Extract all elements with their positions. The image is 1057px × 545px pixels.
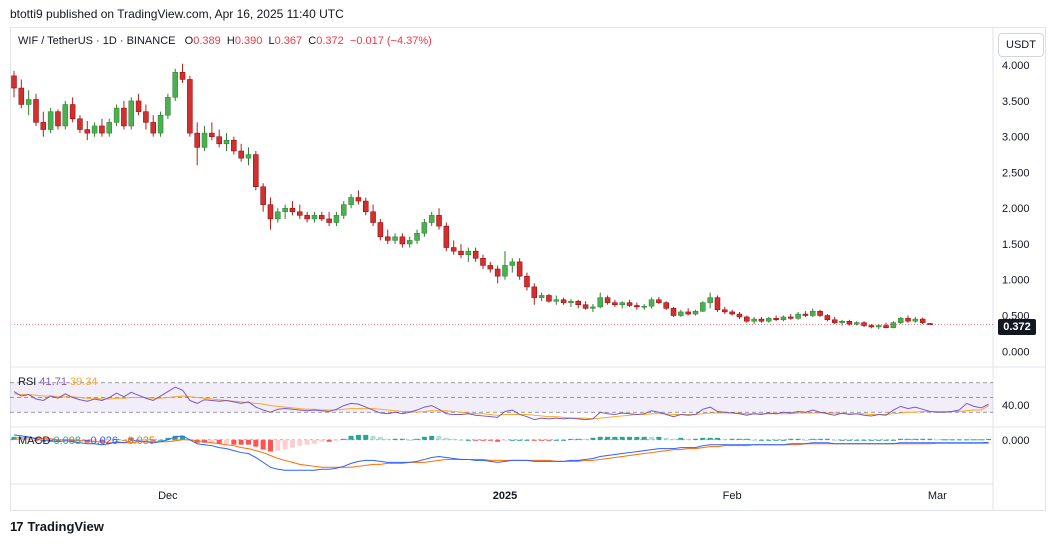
macd-name[interactable]: MACD [18, 435, 51, 447]
open-value: 0.389 [193, 35, 221, 47]
currency-button[interactable]: USDT [998, 33, 1044, 57]
rsi-value: 41.71 [39, 376, 67, 388]
close-value: 0.372 [316, 35, 344, 47]
rsi-ma-value: 39.34 [70, 376, 98, 388]
macd-signal-value: −0.035 [121, 435, 156, 447]
macd-hist-value: 0.008 [53, 435, 81, 447]
tradingview-logo-icon: 17 [10, 519, 24, 534]
low-label: L [268, 35, 275, 47]
open-label: O [184, 35, 194, 47]
high-label: H [226, 35, 235, 47]
rsi-name[interactable]: RSI [18, 376, 37, 388]
tradingview-footer[interactable]: 17 TradingView [10, 519, 104, 534]
change-value: −0.017 (−4.37%) [349, 35, 432, 47]
tradingview-brand: TradingView [27, 519, 104, 534]
macd-value: −0.026 [84, 435, 118, 447]
high-value: 0.390 [234, 35, 263, 47]
symbol-label[interactable]: WIF / TetherUS · 1D · BINANCE [18, 35, 176, 47]
chart-frame [10, 27, 1046, 511]
macd-legend: MACD 0.008 −0.026 −0.035 [18, 435, 155, 447]
last-price-tag: 0.372 [998, 319, 1036, 335]
publisher-header: btotti9 published on TradingView.com, Ap… [10, 7, 344, 21]
rsi-legend: RSI 41.71 39.34 [18, 376, 98, 388]
close-label: C [308, 35, 317, 47]
low-value: 0.367 [274, 35, 303, 47]
ohlc-legend: WIF / TetherUS · 1D · BINANCE O0.389 H0.… [18, 35, 432, 47]
